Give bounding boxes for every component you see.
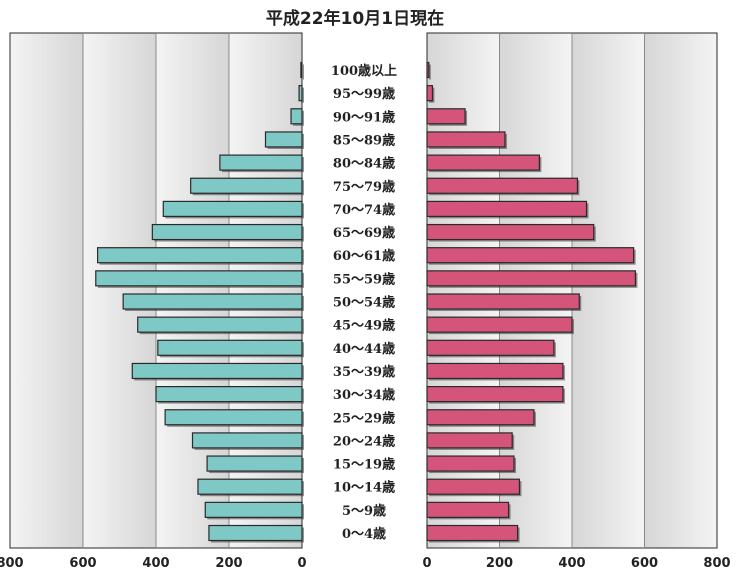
left-bar (155, 386, 303, 403)
age-group-label: 5～9歳 (342, 503, 386, 519)
right-bar (426, 247, 635, 264)
right-bar (426, 501, 510, 518)
right-panel-band (644, 33, 717, 548)
left-bar (197, 478, 303, 495)
right-axis-tick-label: 800 (703, 556, 730, 571)
right-bar (426, 154, 540, 171)
left-bar (264, 131, 303, 148)
left-axis-tick-label: 400 (142, 556, 169, 571)
left-bar (298, 85, 303, 102)
age-group-label: 70～74歳 (333, 202, 395, 218)
right-axis-tick-label: 400 (558, 556, 585, 571)
right-bar (426, 108, 466, 125)
right-axis-tick-label: 200 (486, 556, 513, 571)
age-group-label: 85～89歳 (333, 132, 395, 148)
age-group-label: 75～79歳 (333, 179, 395, 195)
left-axis-tick-label: 800 (0, 556, 24, 571)
left-bar (95, 270, 303, 287)
left-panel-band (83, 33, 156, 548)
left-bar (122, 293, 303, 310)
age-group-label: 95～99歳 (333, 86, 395, 102)
age-group-label: 15～19歳 (333, 457, 395, 473)
right-bar-shadow (429, 64, 431, 80)
right-bar (426, 432, 513, 449)
left-bar (191, 432, 303, 449)
left-bar (151, 223, 303, 241)
right-bar (426, 131, 506, 148)
left-bar (157, 339, 303, 356)
age-group-label: 45～49歳 (333, 318, 395, 334)
left-bar (162, 200, 303, 217)
age-group-label: 50～54歳 (333, 295, 395, 311)
age-group-label: 55～59歳 (333, 271, 395, 287)
left-bar (190, 177, 303, 194)
left-bar (96, 247, 303, 264)
right-axis-tick-label: 0 (422, 556, 431, 571)
left-panel-band (10, 33, 83, 548)
left-bar (204, 501, 303, 518)
right-bar (426, 362, 564, 380)
age-group-label: 80～84歳 (333, 156, 395, 172)
left-bar (290, 108, 303, 125)
left-bar (206, 455, 303, 472)
right-bar (426, 85, 434, 102)
left-bar (219, 154, 303, 171)
age-group-label: 100歳以上 (331, 63, 397, 79)
right-bar (426, 455, 515, 472)
age-group-label: 90～91歳 (333, 109, 395, 125)
left-bar (137, 316, 303, 333)
right-bar (426, 293, 580, 310)
right-bar (426, 61, 430, 79)
left-axis-tick-label: 200 (215, 556, 242, 571)
age-group-label: 65～69歳 (333, 225, 395, 241)
right-panel-band (572, 33, 645, 548)
right-bar (426, 270, 637, 287)
right-bar (426, 386, 564, 403)
right-bar (426, 177, 579, 194)
age-group-label: 40～44歳 (333, 341, 395, 357)
age-group-label: 20～24歳 (333, 433, 395, 449)
age-group-label: 10～14歳 (333, 480, 395, 496)
left-bar (208, 524, 303, 542)
right-bar (426, 200, 588, 217)
age-group-label: 25～29歳 (333, 410, 395, 426)
age-group-label: 60～61歳 (333, 248, 395, 264)
left-axis-tick-label: 0 (297, 556, 306, 571)
age-group-label: 0～4歳 (342, 526, 386, 542)
right-bar (426, 409, 535, 426)
left-bar (164, 409, 303, 426)
right-bar (426, 478, 521, 495)
right-bar (426, 524, 519, 542)
left-bar-shadow (302, 64, 304, 80)
left-bar (300, 61, 303, 79)
right-bar (426, 316, 573, 333)
left-axis-tick-label: 600 (69, 556, 96, 571)
right-bar (426, 339, 555, 356)
age-group-label: 35～39歳 (333, 364, 395, 380)
right-axis-tick-label: 600 (631, 556, 658, 571)
right-bar (426, 223, 595, 241)
age-group-label: 30～34歳 (333, 387, 395, 403)
chart-title: 平成22年10月1日現在 (266, 8, 444, 29)
left-bar (131, 362, 303, 380)
